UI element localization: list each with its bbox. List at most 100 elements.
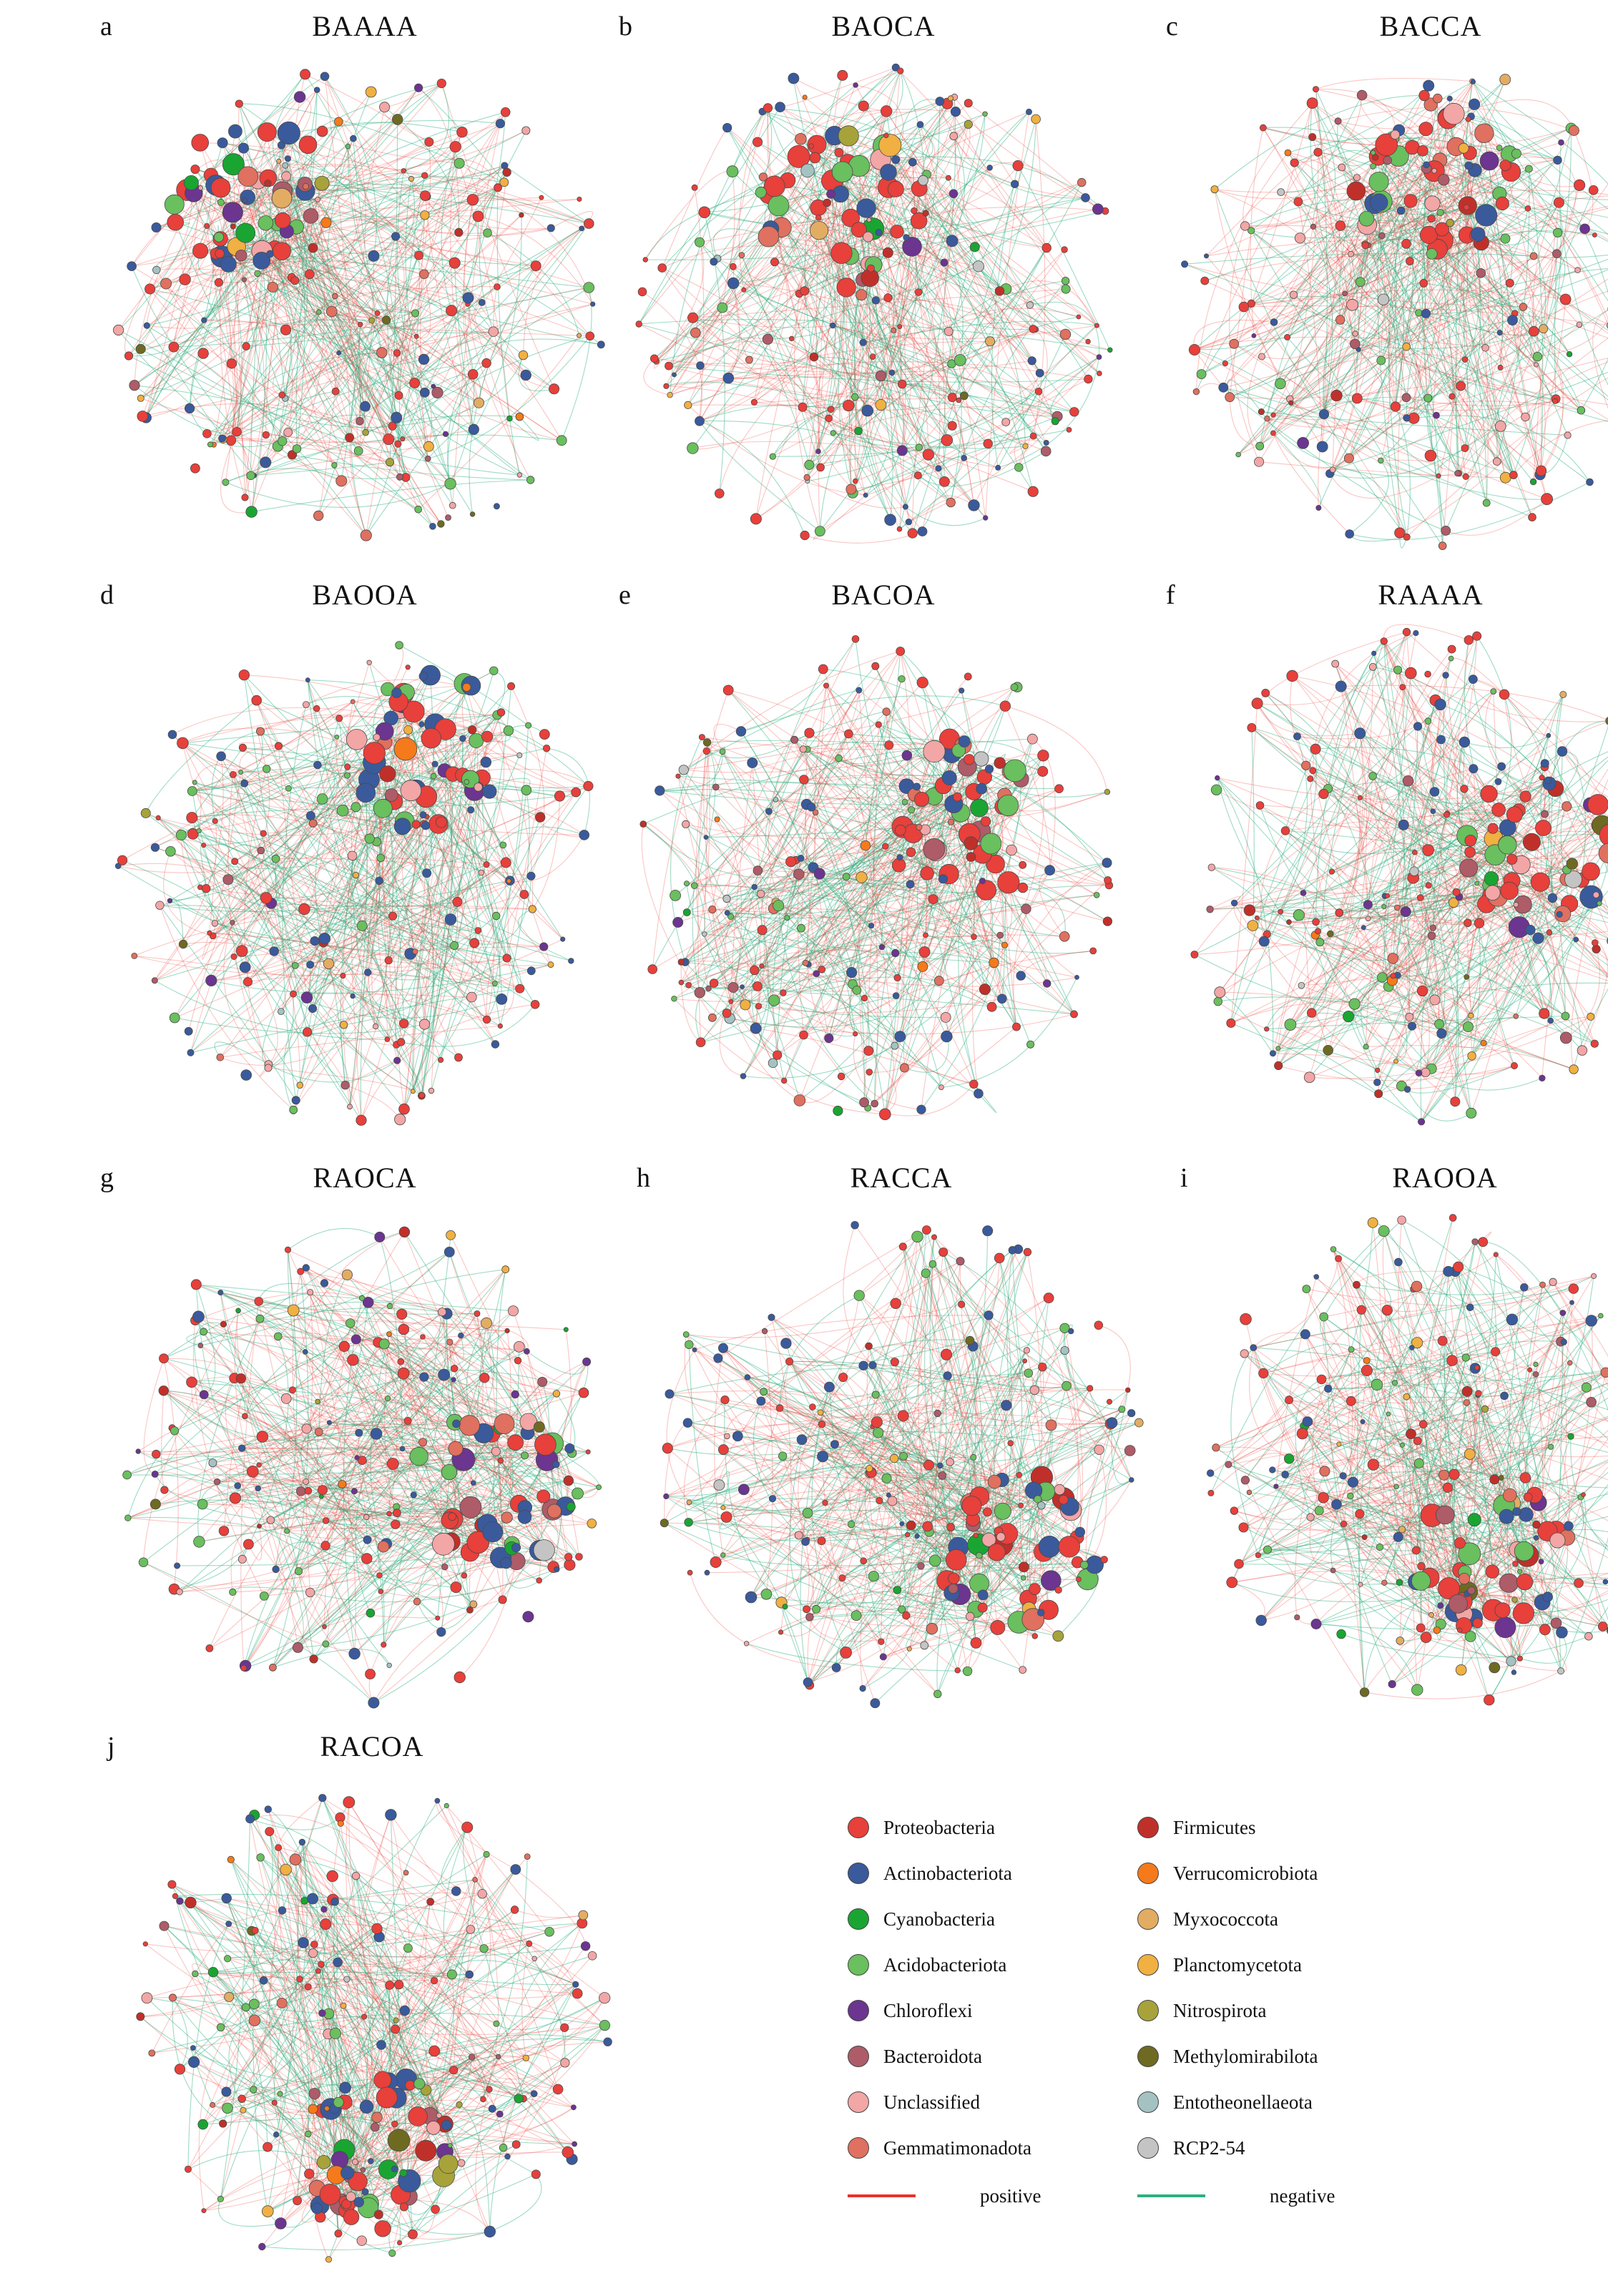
network-node <box>1432 168 1437 173</box>
network-node <box>862 405 873 416</box>
network-node <box>723 685 733 695</box>
network-node <box>872 662 879 669</box>
network-node <box>921 867 934 880</box>
network-node <box>1484 872 1499 886</box>
network-node <box>809 144 814 149</box>
network-node <box>793 869 804 880</box>
network-node <box>823 683 828 688</box>
network-node <box>895 825 906 835</box>
network-node <box>385 789 398 802</box>
network-node <box>770 453 775 459</box>
network-node <box>810 353 818 361</box>
network-node <box>715 817 720 822</box>
network-node <box>892 156 900 164</box>
network-node <box>830 431 835 436</box>
network-node <box>1092 204 1103 215</box>
network-node <box>885 514 896 526</box>
network-node <box>198 348 209 359</box>
network-node <box>970 1080 979 1089</box>
network-node <box>432 761 438 767</box>
network-node <box>469 424 479 434</box>
network-node <box>1511 1062 1517 1069</box>
network-node <box>1256 442 1264 450</box>
network-node <box>401 780 421 801</box>
network-node <box>455 1054 463 1061</box>
network-node <box>906 519 912 525</box>
network-node <box>998 872 1019 893</box>
network-node <box>710 979 718 988</box>
network-node <box>396 642 403 649</box>
network-node <box>1013 160 1023 170</box>
network-node <box>1031 114 1041 124</box>
network-node <box>1381 638 1388 645</box>
network-node <box>1045 865 1055 875</box>
network-node <box>808 803 816 812</box>
network-node <box>373 1024 378 1029</box>
network-node <box>1577 406 1585 414</box>
network-node <box>856 872 868 883</box>
network-node <box>1418 1119 1424 1125</box>
network-node <box>1553 250 1562 258</box>
network-node <box>494 284 501 290</box>
network-node <box>959 736 970 747</box>
negative-edge <box>1195 781 1408 955</box>
network-node <box>1514 1014 1519 1019</box>
network-node <box>1353 331 1358 337</box>
network-node <box>449 502 456 509</box>
network-node <box>1374 1079 1381 1086</box>
network-node <box>673 917 683 927</box>
network-node <box>1211 186 1218 193</box>
network-node <box>1244 905 1255 916</box>
network-node <box>1529 514 1536 521</box>
network-node <box>964 99 972 107</box>
network-node <box>212 920 218 926</box>
network-node <box>800 775 809 785</box>
network-node <box>242 278 246 282</box>
network-node <box>1493 458 1501 466</box>
network-node <box>1451 1097 1460 1107</box>
network-node <box>1369 772 1377 780</box>
network-node <box>406 665 410 669</box>
network-node <box>242 198 247 203</box>
network-node <box>1428 932 1436 940</box>
network-node <box>167 898 172 903</box>
network-node <box>860 339 866 345</box>
network-node <box>190 463 200 473</box>
network-node <box>1495 778 1501 785</box>
network-node <box>1378 294 1389 305</box>
network-node <box>810 152 820 163</box>
network-node <box>1466 117 1471 122</box>
network-node <box>1446 219 1454 227</box>
positive-edge <box>1218 1001 1267 1029</box>
network-node <box>187 787 197 796</box>
network-node <box>832 162 853 182</box>
network-node <box>526 722 531 728</box>
network-node <box>918 175 928 185</box>
network-node <box>227 359 236 368</box>
network-node <box>1104 877 1112 884</box>
network-node <box>256 727 264 735</box>
network-node <box>579 830 589 840</box>
network-node <box>1413 722 1421 730</box>
network-node <box>1006 845 1017 855</box>
network-panel-e: e BACOA <box>619 579 1148 1144</box>
network-node <box>1569 1065 1579 1074</box>
network-node <box>814 868 825 879</box>
negative-edge <box>251 462 390 476</box>
network-node <box>897 446 907 456</box>
network-node <box>1508 315 1518 325</box>
network-node <box>838 1073 845 1080</box>
network-node <box>765 808 772 815</box>
network-node <box>151 843 159 851</box>
network-node <box>1453 888 1460 896</box>
network-node <box>438 1057 443 1062</box>
network-node <box>367 660 372 665</box>
network-node <box>1397 207 1405 215</box>
network-node <box>695 237 705 247</box>
network-node <box>346 730 367 750</box>
network-node <box>421 172 428 179</box>
negative-edge <box>268 1061 397 1082</box>
network-node <box>1562 1012 1569 1020</box>
network-node <box>445 479 456 490</box>
network-node <box>1559 139 1564 145</box>
